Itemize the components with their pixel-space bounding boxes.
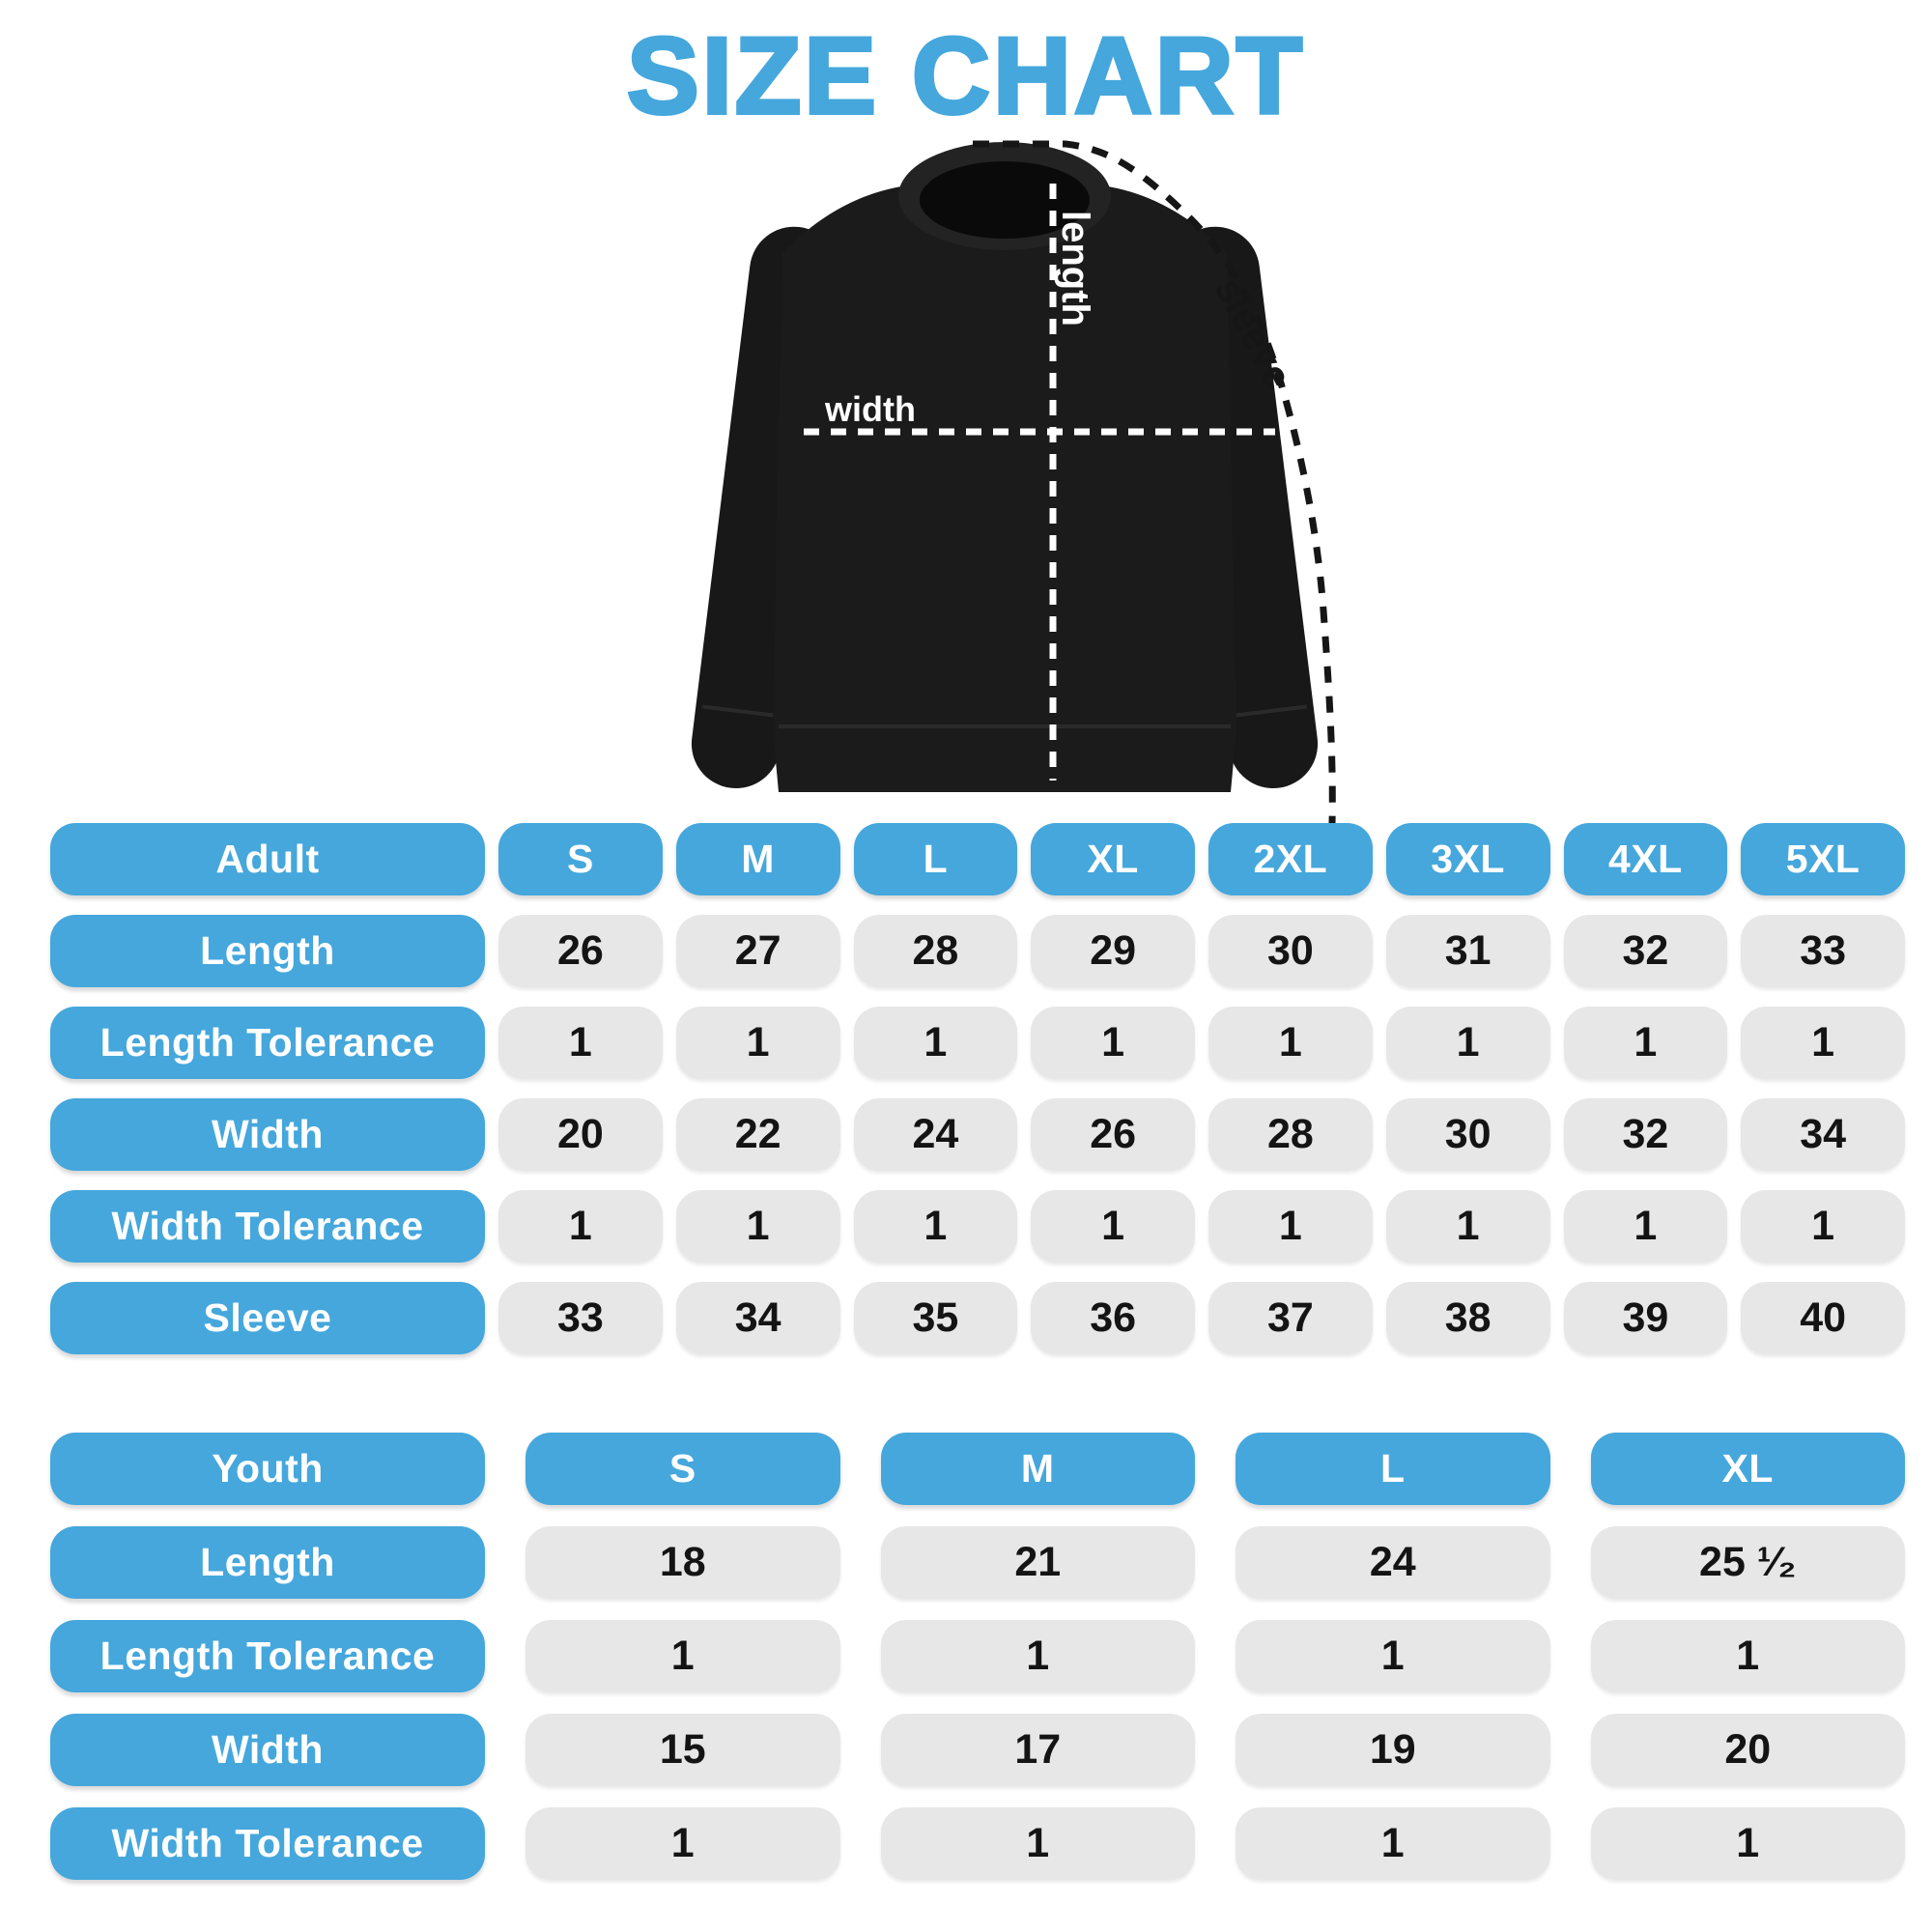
adult-value-cell: 34 [675, 1282, 840, 1354]
youth-value-cell: 1 [1590, 1620, 1905, 1692]
youth-size-header: XL [1590, 1433, 1905, 1505]
adult-size-header: S [498, 823, 663, 895]
adult-value-cell: 32 [1563, 915, 1728, 987]
adult-value-cell: 1 [498, 1007, 663, 1079]
adult-value-cell: 28 [853, 915, 1018, 987]
youth-value-cell: 24 [1236, 1526, 1550, 1599]
youth-table-corner-header: Youth [50, 1433, 485, 1505]
adult-size-header: L [853, 823, 1018, 895]
sweatshirt-illustration [691, 142, 1319, 792]
adult-row-label: Width Tolerance [50, 1190, 485, 1263]
adult-value-cell: 31 [1385, 915, 1550, 987]
adult-value-cell: 38 [1385, 1282, 1550, 1354]
adult-value-cell: 35 [853, 1282, 1018, 1354]
youth-value-cell: 1 [880, 1807, 1195, 1880]
youth-row-label: Width [50, 1714, 485, 1786]
adult-value-cell: 1 [1208, 1007, 1373, 1079]
adult-value-cell: 24 [853, 1098, 1018, 1171]
adult-value-cell: 1 [1031, 1190, 1195, 1263]
youth-value-cell: 1 [526, 1620, 840, 1692]
page-title: SIZE CHART [625, 14, 1305, 138]
adult-value-cell: 30 [1208, 915, 1373, 987]
youth-size-header: L [1236, 1433, 1550, 1505]
adult-value-cell: 33 [498, 1282, 663, 1354]
adult-value-cell: 1 [1385, 1190, 1550, 1263]
adult-value-cell: 26 [498, 915, 663, 987]
adult-value-cell: 37 [1208, 1282, 1373, 1354]
adult-value-cell: 30 [1385, 1098, 1550, 1171]
width-label: width [824, 389, 916, 429]
youth-value-cell: 1 [1236, 1620, 1550, 1692]
adult-value-cell: 1 [1741, 1007, 1905, 1079]
adult-size-header: 2XL [1208, 823, 1373, 895]
adult-size-table: Adult S M L XL 2XL 3XL 4XL 5XL Length 26… [50, 823, 1905, 1354]
youth-value-cell: 1 [1236, 1807, 1550, 1880]
youth-size-header: S [526, 1433, 840, 1505]
adult-value-cell: 1 [853, 1007, 1018, 1079]
youth-value-cell: 25 ¹⁄₂ [1590, 1526, 1905, 1599]
youth-value-cell: 19 [1236, 1714, 1550, 1786]
adult-value-cell: 1 [675, 1007, 840, 1079]
youth-size-table: Youth S M L XL Length 18 21 24 25 ¹⁄₂ Le… [50, 1433, 1905, 1880]
adult-size-header: 5XL [1741, 823, 1905, 895]
adult-size-header: XL [1031, 823, 1195, 895]
youth-value-cell: 1 [880, 1620, 1195, 1692]
adult-value-cell: 29 [1031, 915, 1195, 987]
youth-size-header: M [880, 1433, 1195, 1505]
youth-value-cell: 1 [526, 1807, 840, 1880]
youth-row-label: Width Tolerance [50, 1807, 485, 1880]
adult-value-cell: 1 [498, 1190, 663, 1263]
adult-value-cell: 1 [675, 1190, 840, 1263]
adult-row-label: Width [50, 1098, 485, 1171]
adult-row-label: Length [50, 915, 485, 987]
adult-value-cell: 1 [853, 1190, 1018, 1263]
youth-row-label: Length [50, 1526, 485, 1599]
length-label: length [1054, 211, 1096, 327]
adult-value-cell: 28 [1208, 1098, 1373, 1171]
adult-value-cell: 27 [675, 915, 840, 987]
youth-value-cell: 21 [880, 1526, 1195, 1599]
youth-value-cell: 1 [1590, 1807, 1905, 1880]
adult-value-cell: 26 [1031, 1098, 1195, 1171]
adult-value-cell: 36 [1031, 1282, 1195, 1354]
adult-value-cell: 1 [1385, 1007, 1550, 1079]
sweatshirt-measurement-diagram: width length sleeve [599, 97, 1372, 869]
youth-value-cell: 18 [526, 1526, 840, 1599]
adult-value-cell: 34 [1741, 1098, 1905, 1171]
adult-value-cell: 40 [1741, 1282, 1905, 1354]
adult-value-cell: 33 [1741, 915, 1905, 987]
adult-value-cell: 1 [1563, 1007, 1728, 1079]
adult-value-cell: 1 [1741, 1190, 1905, 1263]
adult-size-header: M [675, 823, 840, 895]
adult-table-corner-header: Adult [50, 823, 485, 895]
youth-row-label: Length Tolerance [50, 1620, 485, 1692]
sweatshirt-diagram-svg: width length sleeve [691, 140, 1336, 851]
adult-value-cell: 32 [1563, 1098, 1728, 1171]
adult-row-label: Length Tolerance [50, 1007, 485, 1079]
adult-value-cell: 1 [1208, 1190, 1373, 1263]
adult-value-cell: 1 [1031, 1007, 1195, 1079]
adult-value-cell: 22 [675, 1098, 840, 1171]
adult-size-header: 4XL [1563, 823, 1728, 895]
youth-value-cell: 20 [1590, 1714, 1905, 1786]
youth-value-cell: 17 [880, 1714, 1195, 1786]
youth-value-cell: 15 [526, 1714, 840, 1786]
adult-size-header: 3XL [1385, 823, 1550, 895]
adult-value-cell: 39 [1563, 1282, 1728, 1354]
adult-row-label: Sleeve [50, 1282, 485, 1354]
sleeve-measure-line [973, 140, 1336, 851]
adult-value-cell: 20 [498, 1098, 663, 1171]
adult-value-cell: 1 [1563, 1190, 1728, 1263]
